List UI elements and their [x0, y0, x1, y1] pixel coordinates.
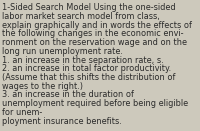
Text: unemployment required before being eligible: unemployment required before being eligi…	[2, 99, 189, 108]
Text: ronment on the reservation wage and on the: ronment on the reservation wage and on t…	[2, 38, 187, 47]
Text: for unem-: for unem-	[2, 108, 43, 117]
Text: 1-Sided Search Model Using the one-sided: 1-Sided Search Model Using the one-sided	[2, 3, 176, 12]
Text: 3. an increase in the duration of: 3. an increase in the duration of	[2, 90, 134, 99]
Text: 1. an increase in the separation rate, s.: 1. an increase in the separation rate, s…	[2, 56, 164, 65]
Text: the following changes in the economic envi-: the following changes in the economic en…	[2, 29, 184, 38]
Text: ployment insurance benefits.: ployment insurance benefits.	[2, 117, 122, 125]
Text: long run unemployment rate.: long run unemployment rate.	[2, 47, 123, 56]
Text: explain graphically and in words the effects of: explain graphically and in words the eff…	[2, 21, 192, 30]
Text: wages to the right.): wages to the right.)	[2, 82, 83, 91]
Text: labor market search model from class,: labor market search model from class,	[2, 12, 160, 21]
Text: (Assume that this shifts the distribution of: (Assume that this shifts the distributio…	[2, 73, 176, 82]
Text: 2. an increase in total factor productivity.: 2. an increase in total factor productiv…	[2, 64, 172, 73]
